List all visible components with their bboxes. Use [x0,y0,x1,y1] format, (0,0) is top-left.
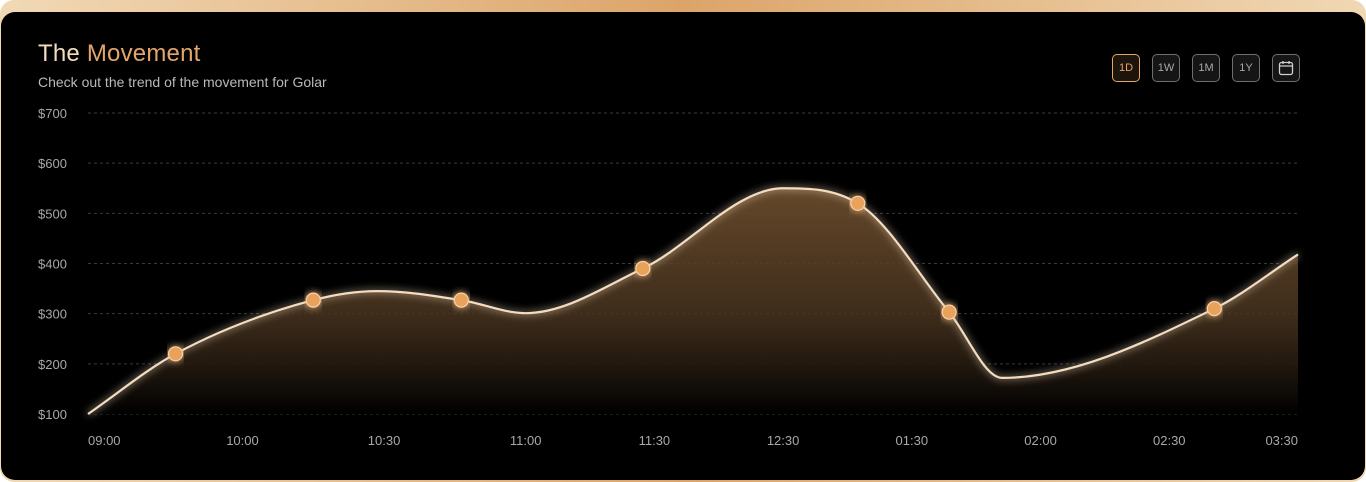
x-tick-label: 11:00 [510,433,542,448]
title-accent: Movement [86,40,201,67]
data-point [941,304,957,320]
x-tick-label: 01:30 [896,433,929,448]
y-tick-label: $500 [38,206,67,221]
title-main: The [38,40,80,67]
y-tick-label: $100 [38,407,67,422]
range-button-1d[interactable]: 1D [1112,54,1140,82]
x-tick-label: 11:30 [639,433,671,448]
data-point [305,292,321,308]
range-controls: 1D 1W 1M 1Y [1112,54,1300,82]
area-fill [88,188,1298,414]
data-point [167,346,184,362]
movement-chart: $700 $600 $500 $400 $300 $200 $100 09:00 10:00 10… [38,106,1299,448]
data-point [453,292,469,308]
y-tick-label: $700 [38,106,67,121]
card-title: The Movement [38,40,201,68]
calendar-icon [1278,61,1294,76]
x-tick-label: 02:00 [1024,433,1057,448]
y-tick-label: $400 [38,257,67,272]
data-point [635,260,651,277]
x-tick-label: 09:00 [88,433,121,448]
x-tick-label: 10:30 [368,433,401,448]
data-point [1206,301,1222,317]
y-tick-label: $600 [38,156,67,171]
range-button-1m[interactable]: 1M [1192,54,1220,82]
range-button-1w[interactable]: 1W [1152,54,1180,82]
y-tick-label: $200 [38,357,67,372]
x-tick-label: 12:30 [767,433,800,448]
card-subtitle: Check out the trend of the movement for … [38,74,327,90]
y-tick-label: $300 [38,307,67,322]
movement-card: The Movement Check out the trend of the … [1,12,1365,480]
range-button-1y[interactable]: 1Y [1232,54,1260,82]
x-tick-label: 10:00 [226,433,259,448]
x-tick-label: 03:30 [1265,433,1298,448]
data-point [850,195,866,211]
x-tick-label: 02:30 [1153,433,1186,448]
calendar-button[interactable] [1272,54,1300,82]
